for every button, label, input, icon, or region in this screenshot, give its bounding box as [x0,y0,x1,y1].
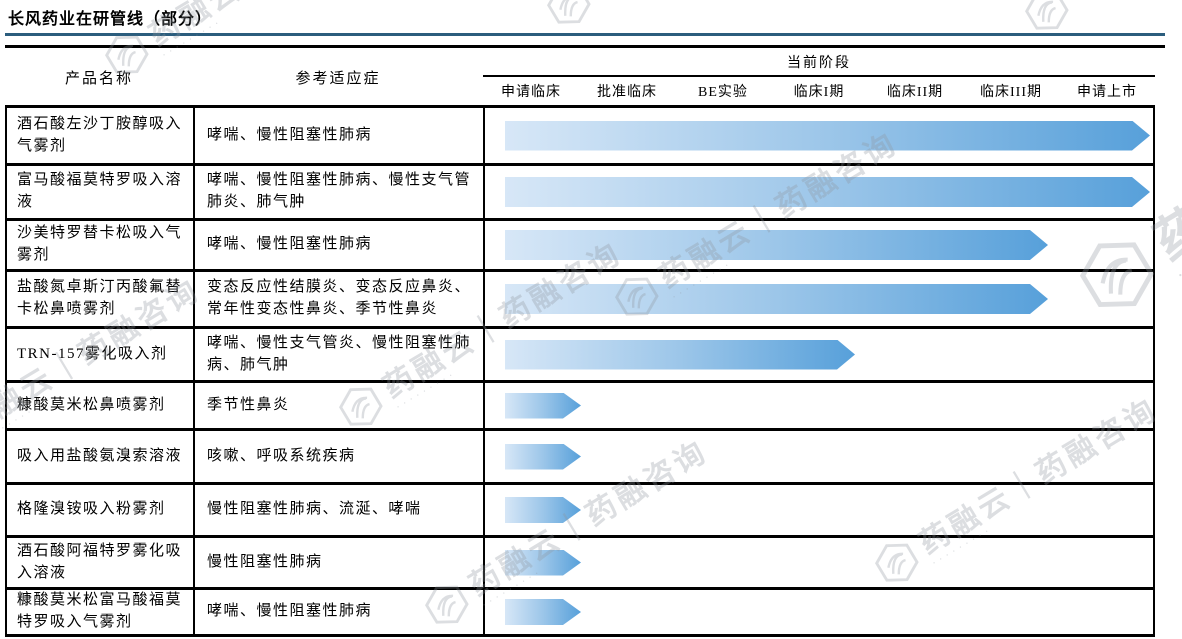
stage-column-label-6: 申请上市 [1077,85,1137,100]
stage-cell [485,590,1153,634]
indication-cell: 哮喘、慢性阻塞性肺病、慢性支气管肺炎、肺气肿 [195,166,485,218]
stage-group-header: 当前阶段 [483,49,1155,77]
indication-cell: 哮喘、慢性阻塞性肺病 [195,108,485,163]
product-cell: 糠酸莫米松富马酸福莫特罗吸入气雾剂 [7,590,195,634]
stage-column-label-2: BE实验 [698,85,748,100]
watermark-dots: ········· [1173,208,1182,287]
title-rule [5,45,1165,48]
stage-cell [485,108,1153,163]
table-body: 酒石酸左沙丁胺醇吸入气雾剂 哮喘、慢性阻塞性肺病 富马酸福莫特罗吸入溶液 哮喘、… [5,108,1155,637]
indication-cell: 哮喘、慢性支气管炎、慢性阻塞性肺病、肺气肿 [195,329,485,380]
hexagon-logo-icon [547,0,591,24]
stage-cell [485,166,1153,218]
product-cell: 沙美特罗替卡松吸入气雾剂 [7,221,195,269]
stage-bar [505,393,581,419]
indication-cell: 慢性阻塞性肺病、流涎、哮喘 [195,485,485,535]
table-row: 糠酸莫米松鼻喷雾剂 季节性鼻炎 [7,383,1153,431]
stage-cell [485,272,1153,326]
stage-columns: 申请临床 批准临床 BE实验 临床I期 临床II期 临床III期 申请上市 [483,77,1155,105]
product-cell: 吸入用盐酸氨溴索溶液 [7,431,195,482]
stage-cell [485,431,1153,482]
stage-cell [485,329,1153,380]
indication-cell: 慢性阻塞性肺病 [195,538,485,587]
stage-bar [505,550,581,576]
stage-bar [505,444,581,470]
table-row: 富马酸福莫特罗吸入溶液 哮喘、慢性阻塞性肺病、慢性支气管肺炎、肺气肿 [7,166,1153,221]
table-row: 糠酸莫米松富马酸福莫特罗吸入气雾剂 哮喘、慢性阻塞性肺病 [7,590,1153,637]
column-header-product: 产品名称 [64,70,133,87]
indication-cell: 变态反应性结膜炎、变态反应鼻炎、常年性变态性鼻炎、季节性鼻炎 [195,272,485,326]
table-row: 酒石酸左沙丁胺醇吸入气雾剂 哮喘、慢性阻塞性肺病 [7,108,1153,166]
table-row: 格隆溴铵吸入粉雾剂 慢性阻塞性肺病、流涎、哮喘 [7,485,1153,538]
product-cell: 盐酸氮卓斯汀丙酸氟替卡松鼻喷雾剂 [7,272,195,326]
table-row: 酒石酸阿福特罗雾化吸入溶液 慢性阻塞性肺病 [7,538,1153,590]
stage-column-label-5: 临床III期 [980,85,1042,100]
table-row: 吸入用盐酸氨溴索溶液 咳嗽、呼吸系统疾病 [7,431,1153,485]
stage-cell [485,221,1153,269]
product-cell: 富马酸福莫特罗吸入溶液 [7,166,195,218]
product-cell: 酒石酸阿福特罗雾化吸入溶液 [7,538,195,587]
table-row: TRN-157雾化吸入剂 哮喘、慢性支气管炎、慢性阻塞性肺病、肺气肿 [7,329,1153,383]
stage-column-label-1: 批准临床 [597,85,657,100]
stage-bar [505,230,1048,260]
table-row: 沙美特罗替卡松吸入气雾剂 哮喘、慢性阻塞性肺病 [7,221,1153,272]
indication-cell: 哮喘、慢性阻塞性肺病 [195,590,485,634]
stage-cell [485,538,1153,587]
stage-column-label-4: 临床II期 [886,85,944,100]
watermark: ········· [539,0,665,35]
stage-bar [505,121,1150,151]
table-row: 盐酸氮卓斯汀丙酸氟替卡松鼻喷雾剂 变态反应性结膜炎、变态反应鼻炎、常年性变态性鼻… [7,272,1153,329]
page-title: 长风药业在研管线（部分） [8,11,213,28]
stage-column-label-3: 临床I期 [793,85,845,100]
stage-header: 当前阶段 申请临床 批准临床 BE实验 临床I期 临床II期 临床III期 申请上市 [483,49,1155,105]
product-cell: 格隆溴铵吸入粉雾剂 [7,485,195,535]
table-header-row: 产品名称 参考适应症 当前阶段 申请临床 批准临床 BE实验 临床I期 临床II期 临床I… [5,49,1155,108]
stage-cell [485,485,1153,535]
indication-cell: 哮喘、慢性阻塞性肺病 [195,221,485,269]
product-cell: TRN-157雾化吸入剂 [7,329,195,380]
stage-bar [505,599,581,625]
stage-column-label-0: 申请临床 [501,85,561,100]
product-cell: 酒石酸左沙丁胺醇吸入气雾剂 [7,108,195,163]
stage-bar [505,177,1150,207]
indication-cell: 咳嗽、呼吸系统疾病 [195,431,485,482]
stage-bar [505,284,1048,314]
indication-cell: 季节性鼻炎 [195,383,485,428]
product-cell: 糠酸莫米松鼻喷雾剂 [7,383,195,428]
title-rule-accent [5,33,1165,36]
stage-bar [505,340,855,370]
pipeline-table: 产品名称 参考适应症 当前阶段 申请临床 批准临床 BE实验 临床I期 临床II期 临床I… [5,49,1155,637]
column-header-indication: 参考适应症 [295,70,381,87]
stage-bar [505,497,581,523]
stage-cell [485,383,1153,428]
